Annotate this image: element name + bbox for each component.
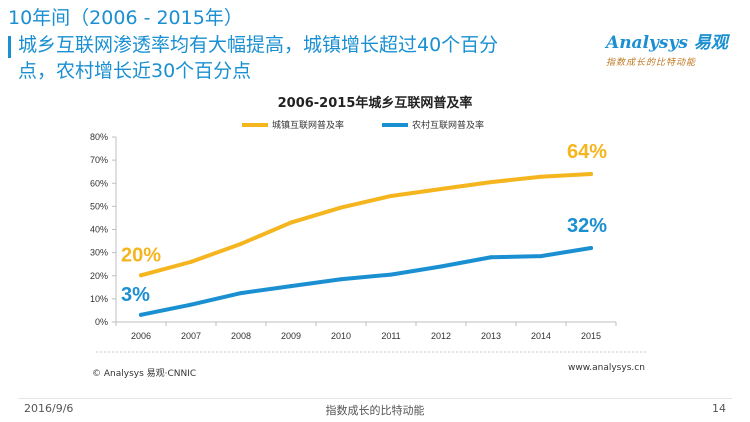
data-point <box>189 259 193 264</box>
y-tick-label: 80% <box>90 132 108 142</box>
title-block: 10年间（2006 - 2015年） 城乡互联网渗透率均有大幅提高，城镇增长超过… <box>8 6 608 84</box>
legend-swatch-urban <box>242 122 268 127</box>
end-value-label: 32% <box>567 215 607 237</box>
data-point <box>289 220 293 225</box>
y-tick-label: 40% <box>90 225 108 235</box>
data-point <box>139 273 143 278</box>
data-point <box>539 254 543 259</box>
footer-slogan: 指数成长的比特动能 <box>325 404 425 417</box>
data-point <box>589 172 593 176</box>
x-tick-label: 2013 <box>481 331 501 341</box>
y-tick-label: 60% <box>90 178 108 188</box>
y-tick-label: 10% <box>90 294 108 304</box>
start-value-label: 3% <box>121 284 150 306</box>
legend-label-rural: 农村互联网普及率 <box>412 121 485 131</box>
data-point <box>139 312 143 317</box>
data-point <box>439 187 443 192</box>
page-number: 14 <box>712 402 726 415</box>
x-tick-label: 2007 <box>181 331 201 341</box>
data-point <box>389 193 393 198</box>
logo-tagline: 指数成长的比特动能 <box>606 58 697 68</box>
start-value-label: 20% <box>121 244 161 266</box>
y-tick-label: 20% <box>90 271 108 281</box>
data-point <box>589 246 593 250</box>
source-note: © Analysys 易观·CNNIC <box>92 369 197 379</box>
page-title: 10年间（2006 - 2015年） <box>8 7 243 29</box>
data-point <box>239 291 243 296</box>
data-point <box>239 241 243 246</box>
chart-title: 2006-2015年城乡互联网普及率 <box>277 96 473 111</box>
y-tick-label: 0% <box>95 317 108 327</box>
x-tick-label: 2015 <box>581 331 601 341</box>
legend-label-urban: 城镇互联网普及率 <box>272 121 345 131</box>
logo-text: Analysys 易观 <box>606 33 728 53</box>
x-tick-label: 2006 <box>131 331 151 341</box>
data-point <box>189 302 193 307</box>
footer-divider <box>18 398 732 399</box>
website-url: www.analysys.cn <box>568 363 645 373</box>
end-value-label: 64% <box>567 141 607 163</box>
data-point <box>339 205 343 210</box>
data-point <box>289 284 293 289</box>
data-point <box>389 272 393 277</box>
data-point <box>339 277 343 282</box>
x-tick-label: 2008 <box>231 331 251 341</box>
title-line-2: 城乡互联网渗透率均有大幅提高，城镇增长超过40个百分 <box>18 34 499 56</box>
y-tick-label: 50% <box>90 201 108 211</box>
x-tick-label: 2009 <box>281 331 301 341</box>
title-accent-bar <box>8 36 11 58</box>
x-tick-label: 2011 <box>381 331 400 341</box>
data-point <box>539 174 543 179</box>
legend-item-rural: 农村互联网普及率 <box>382 118 484 131</box>
title-subtitle: 城乡互联网渗透率均有大幅提高，城镇增长超过40个百分 点，农村增长近30个百分点 <box>8 32 608 84</box>
x-tick-label: 2014 <box>531 331 551 341</box>
analysys-logo: Analysys 易观 指数成长的比特动能 <box>606 28 742 68</box>
series-line-urban <box>139 172 593 278</box>
legend-swatch-rural <box>382 122 408 127</box>
y-tick-label: 70% <box>90 155 108 165</box>
data-point <box>489 255 493 260</box>
x-tick-label: 2010 <box>331 331 351 341</box>
series-line-rural <box>139 246 593 317</box>
data-point <box>489 180 493 185</box>
title-line-3: 点，农村增长近30个百分点 <box>18 60 252 82</box>
y-tick-label: 30% <box>90 248 108 258</box>
x-tick-label: 2012 <box>431 331 451 341</box>
footer-date: 2016/9/6 <box>24 402 74 415</box>
data-point <box>439 264 443 269</box>
legend-item-urban: 城镇互联网普及率 <box>242 118 344 131</box>
